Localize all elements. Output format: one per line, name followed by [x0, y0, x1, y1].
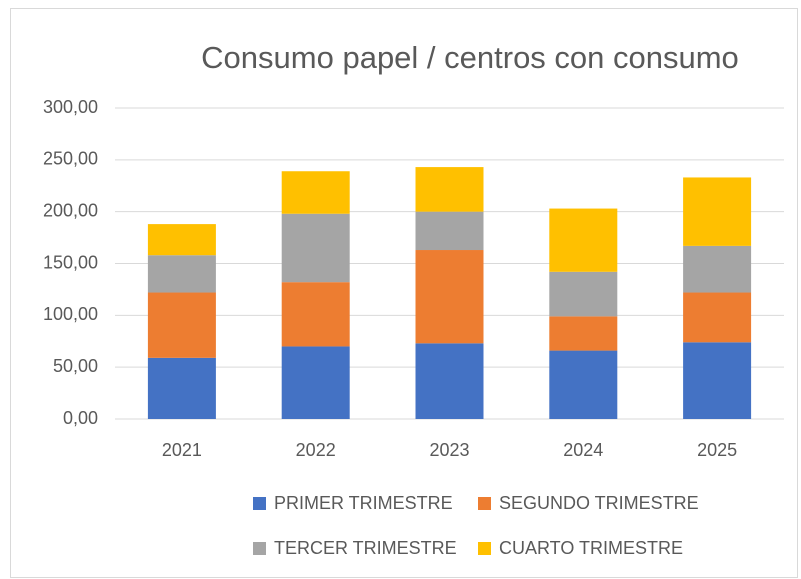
- bar-segment: [147, 224, 216, 256]
- legend-swatch: [478, 542, 491, 555]
- y-tick-label: 50,00: [53, 356, 98, 376]
- bar-segment: [281, 213, 350, 283]
- bar-segment: [683, 292, 752, 343]
- x-tick-label: 2022: [296, 440, 336, 460]
- bar-segment: [147, 357, 216, 419]
- bar-segment: [147, 255, 216, 293]
- y-tick-label: 100,00: [43, 304, 98, 324]
- legend-label: SEGUNDO TRIMESTRE: [499, 493, 699, 513]
- bar-segment: [147, 292, 216, 358]
- bar-segment: [549, 350, 618, 419]
- chart-title: Consumo papel / centros con consumo: [201, 40, 739, 75]
- legend-swatch: [478, 497, 491, 510]
- legend-label: CUARTO TRIMESTRE: [499, 538, 683, 558]
- y-tick-label: 0,00: [63, 408, 98, 428]
- y-tick-label: 250,00: [43, 149, 98, 169]
- bar-segment: [415, 211, 484, 251]
- legend-label: TERCER TRIMESTRE: [274, 538, 457, 558]
- y-tick-label: 300,00: [43, 97, 98, 117]
- x-tick-label: 2025: [697, 440, 737, 460]
- legend-swatch: [253, 542, 266, 555]
- bar-segment: [683, 177, 752, 246]
- chart-border: [10, 8, 798, 578]
- bar-segment: [549, 316, 618, 351]
- legend-label: PRIMER TRIMESTRE: [274, 493, 453, 513]
- bar-segment: [415, 343, 484, 419]
- bar-segment: [281, 282, 350, 347]
- y-tick-label: 150,00: [43, 252, 98, 272]
- bar-segment: [415, 250, 484, 344]
- x-tick-label: 2021: [162, 440, 202, 460]
- bar-segment: [281, 346, 350, 419]
- bar-segment: [549, 271, 618, 317]
- legend-swatch: [253, 497, 266, 510]
- bar-segment: [549, 208, 618, 272]
- bar-segment: [415, 167, 484, 212]
- bar-segment: [683, 342, 752, 419]
- x-tick-label: 2024: [563, 440, 603, 460]
- y-tick-label: 200,00: [43, 200, 98, 220]
- x-tick-label: 2023: [429, 440, 469, 460]
- bar-segment: [281, 171, 350, 214]
- bar-segment: [683, 245, 752, 293]
